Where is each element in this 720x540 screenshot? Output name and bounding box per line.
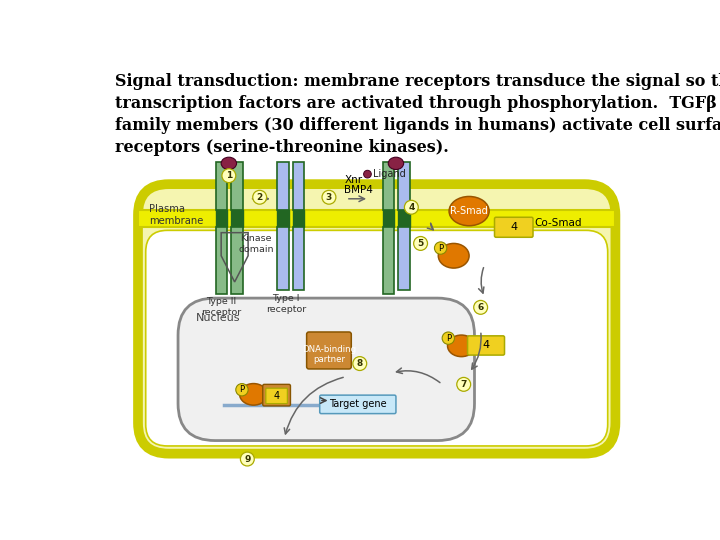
- FancyBboxPatch shape: [266, 388, 287, 403]
- Bar: [138, 210, 616, 226]
- Bar: [383, 210, 395, 226]
- Bar: [216, 162, 228, 210]
- Text: 3: 3: [326, 193, 332, 202]
- Bar: [216, 226, 228, 294]
- Bar: [398, 210, 410, 226]
- Text: 6: 6: [477, 303, 484, 312]
- Circle shape: [414, 237, 428, 251]
- Text: R-Smad: R-Smad: [450, 206, 488, 216]
- Circle shape: [456, 377, 471, 392]
- Bar: [293, 162, 305, 210]
- Text: P: P: [239, 385, 245, 394]
- Bar: [231, 226, 243, 294]
- Circle shape: [442, 332, 454, 345]
- Ellipse shape: [221, 157, 237, 170]
- Text: 5: 5: [418, 239, 423, 248]
- Ellipse shape: [388, 157, 404, 170]
- Circle shape: [353, 356, 366, 370]
- FancyBboxPatch shape: [138, 184, 616, 454]
- Text: 4: 4: [274, 391, 279, 401]
- Bar: [398, 226, 410, 289]
- Text: Co-Smad: Co-Smad: [534, 218, 582, 228]
- FancyBboxPatch shape: [495, 217, 533, 237]
- Ellipse shape: [449, 197, 489, 226]
- Text: Type I
receptor: Type I receptor: [266, 294, 306, 314]
- Ellipse shape: [240, 383, 267, 405]
- Text: P: P: [446, 334, 451, 343]
- Ellipse shape: [448, 335, 475, 356]
- Text: Plasma
membrane: Plasma membrane: [149, 204, 203, 226]
- Bar: [383, 226, 395, 294]
- Circle shape: [405, 200, 418, 214]
- Text: DNA-binding
partner: DNA-binding partner: [302, 345, 356, 364]
- FancyBboxPatch shape: [178, 298, 474, 441]
- Bar: [383, 162, 395, 210]
- Circle shape: [322, 190, 336, 204]
- Circle shape: [222, 168, 235, 183]
- Text: P: P: [438, 244, 444, 253]
- Ellipse shape: [438, 244, 469, 268]
- Text: Nucleus: Nucleus: [196, 313, 240, 323]
- Text: Xnr: Xnr: [344, 176, 362, 185]
- Text: 8: 8: [356, 359, 363, 368]
- Bar: [277, 210, 289, 226]
- Circle shape: [253, 190, 266, 204]
- Text: 4: 4: [510, 221, 518, 232]
- Text: Ligand: Ligand: [373, 169, 405, 179]
- FancyBboxPatch shape: [145, 231, 608, 446]
- Text: Kinase
domain: Kinase domain: [238, 234, 274, 254]
- Bar: [277, 226, 289, 289]
- FancyBboxPatch shape: [320, 395, 396, 414]
- Bar: [293, 226, 305, 289]
- Text: Signal transduction: membrane receptors transduce the signal so that
transcripti: Signal transduction: membrane receptors …: [115, 72, 720, 156]
- Text: 4: 4: [408, 202, 415, 212]
- Text: 1: 1: [226, 171, 232, 180]
- Text: Type II
receptor: Type II receptor: [201, 298, 241, 317]
- Text: 7: 7: [461, 380, 467, 389]
- Circle shape: [474, 300, 487, 314]
- Text: 2: 2: [256, 193, 263, 202]
- Bar: [231, 162, 243, 210]
- FancyBboxPatch shape: [307, 332, 351, 369]
- Text: BMP4: BMP4: [344, 185, 373, 194]
- Circle shape: [235, 383, 248, 396]
- Circle shape: [434, 242, 447, 254]
- Bar: [216, 210, 228, 226]
- FancyBboxPatch shape: [263, 384, 290, 406]
- Text: 9: 9: [244, 455, 251, 463]
- FancyBboxPatch shape: [467, 336, 505, 355]
- Text: 4: 4: [482, 340, 490, 350]
- Bar: [398, 162, 410, 210]
- Bar: [277, 162, 289, 210]
- Circle shape: [364, 170, 372, 178]
- Circle shape: [240, 452, 254, 466]
- Text: Target gene: Target gene: [328, 400, 386, 409]
- Bar: [293, 210, 305, 226]
- Bar: [231, 210, 243, 226]
